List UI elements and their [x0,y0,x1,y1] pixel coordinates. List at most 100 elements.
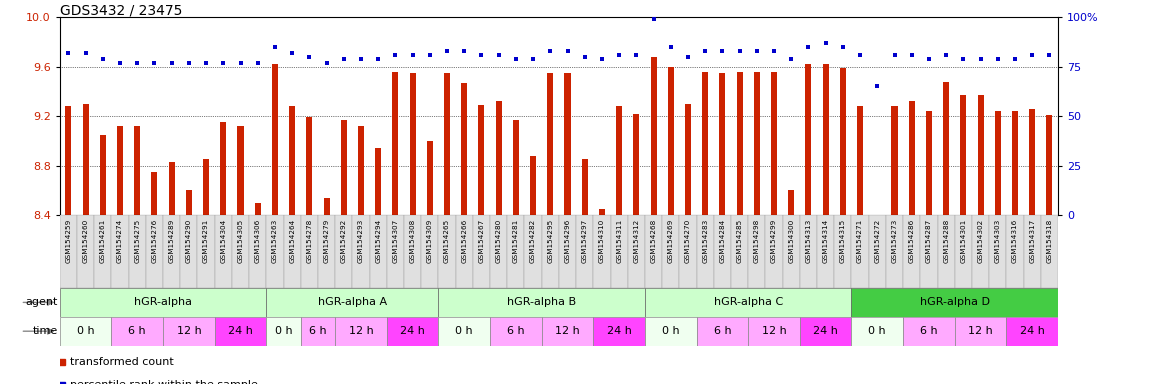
Bar [513,120,519,215]
Bar [340,120,347,215]
Text: hGR-alpha A: hGR-alpha A [317,297,386,308]
Bar [874,215,880,289]
Bar [100,135,106,215]
Bar [232,215,250,288]
Text: 6 h: 6 h [714,326,731,336]
Text: GSM154272: GSM154272 [874,219,880,263]
Bar [317,215,335,288]
Bar [444,73,450,215]
Text: transformed count: transformed count [70,358,174,367]
Text: GSM154288: GSM154288 [943,219,949,263]
Bar [163,317,215,346]
Bar [753,72,760,215]
Text: 0 h: 0 h [662,326,680,336]
Bar [749,317,800,346]
Text: GSM154284: GSM154284 [720,219,726,263]
Text: GSM154298: GSM154298 [753,219,760,263]
Text: GSM154316: GSM154316 [1012,219,1018,263]
Bar [937,215,954,288]
Bar [788,190,795,215]
Text: GSM154289: GSM154289 [169,219,175,263]
Text: GSM154294: GSM154294 [375,219,381,263]
Text: GSM154280: GSM154280 [496,219,501,263]
Bar [628,215,645,288]
Text: GSM154303: GSM154303 [995,219,1000,263]
Text: hGR-alpha B: hGR-alpha B [507,297,576,308]
Bar [221,122,227,215]
Bar [507,215,524,288]
Bar [271,64,278,215]
Bar [117,126,123,215]
Bar [714,215,731,288]
Bar [645,215,662,288]
Bar [301,317,335,346]
Bar [834,215,851,288]
Bar [805,64,812,215]
Bar [749,215,766,288]
Bar [680,215,697,288]
Text: GSM154279: GSM154279 [323,219,330,263]
Text: GSM154281: GSM154281 [513,219,519,263]
Text: 24 h: 24 h [1020,326,1044,336]
Bar [289,106,296,215]
Text: 6 h: 6 h [920,326,937,336]
Bar [369,215,386,288]
Bar [250,215,267,288]
Bar [496,101,501,215]
Text: GSM154314: GSM154314 [822,219,829,263]
Bar [60,215,77,288]
Bar [335,317,386,346]
Text: 12 h: 12 h [176,326,201,336]
Bar [438,288,645,317]
Bar [840,68,846,215]
Text: 0 h: 0 h [455,326,473,336]
Bar [267,215,284,288]
Bar [392,72,398,215]
Text: GSM154299: GSM154299 [770,219,777,263]
Bar [238,126,244,215]
Text: GSM154278: GSM154278 [306,219,313,263]
Text: 0 h: 0 h [275,326,292,336]
Text: GSM154318: GSM154318 [1046,219,1052,263]
Text: 24 h: 24 h [607,326,631,336]
Bar [215,215,232,288]
Bar [989,215,1006,288]
Text: 0 h: 0 h [77,326,94,336]
Bar [559,215,576,288]
Bar [634,114,639,215]
Text: GSM154263: GSM154263 [271,219,278,263]
Text: GSM154290: GSM154290 [186,219,192,263]
Bar [685,104,691,215]
Bar [582,159,588,215]
Text: GSM154271: GSM154271 [857,219,864,263]
Bar [421,215,438,288]
Bar [668,67,674,215]
Text: GDS3432 / 23475: GDS3432 / 23475 [60,4,182,18]
Bar [473,215,490,288]
Bar [60,317,112,346]
Text: GSM154269: GSM154269 [668,219,674,263]
Bar [593,215,611,288]
Text: 24 h: 24 h [228,326,253,336]
Text: GSM154270: GSM154270 [685,219,691,263]
Text: GSM154291: GSM154291 [204,219,209,263]
Bar [186,190,192,215]
Bar [112,215,129,288]
Bar [1006,317,1058,346]
Bar [645,317,697,346]
Bar [1041,215,1058,288]
Text: GSM154308: GSM154308 [409,219,415,263]
Bar [972,215,989,288]
Text: GSM154283: GSM154283 [703,219,708,263]
Bar [868,215,886,288]
Bar [323,198,330,215]
Bar [954,317,1006,346]
Text: GSM154260: GSM154260 [83,219,89,263]
Bar [783,215,800,288]
Bar [409,73,415,215]
Bar [112,317,163,346]
Bar [662,215,680,288]
Text: GSM154302: GSM154302 [978,219,983,263]
Bar [490,317,542,346]
Text: GSM154285: GSM154285 [737,219,743,263]
